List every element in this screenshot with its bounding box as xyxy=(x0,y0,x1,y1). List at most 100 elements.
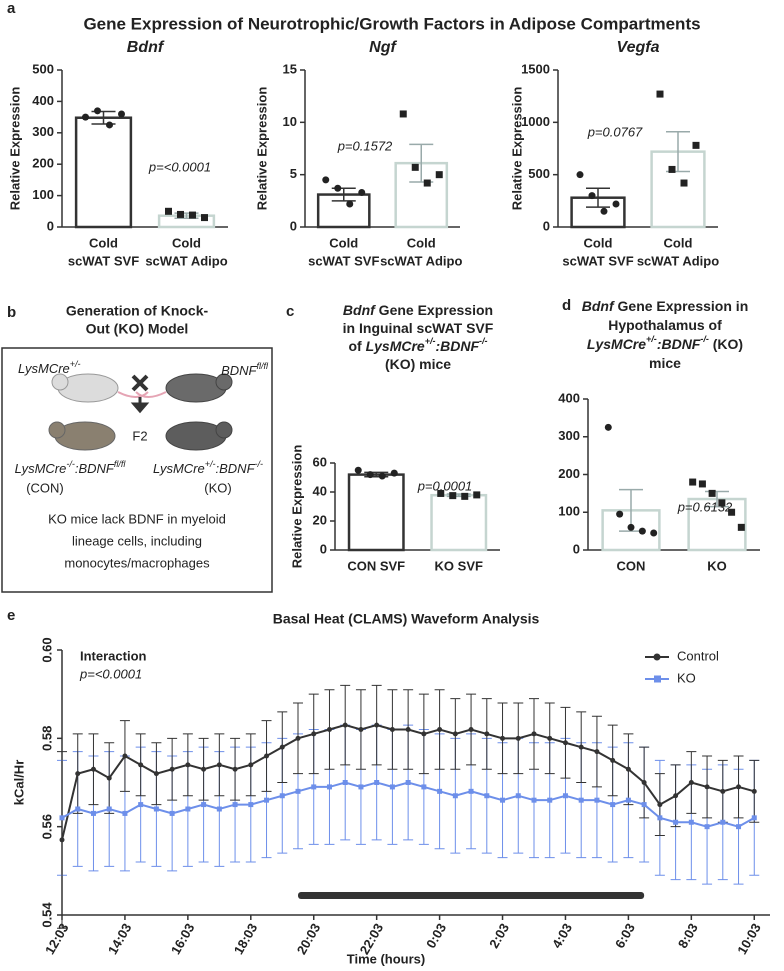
data-point xyxy=(452,793,458,799)
data-point xyxy=(473,491,481,499)
y-tick-label: 10 xyxy=(283,114,297,129)
y-tick-label: 0 xyxy=(543,218,550,233)
data-point xyxy=(201,214,208,222)
diagram-note: monocytes/macrophages xyxy=(64,555,210,570)
diagram-title: Out (KO) Model xyxy=(86,321,189,337)
data-point xyxy=(610,757,616,763)
data-point xyxy=(201,766,207,772)
x-tick-label: 4:03 xyxy=(549,921,575,951)
rich-text: LysMCre-/-:BDNFfl/fl xyxy=(15,459,127,476)
text-segment: :BDNF xyxy=(75,461,115,476)
y-tick-label: 1500 xyxy=(521,61,550,76)
y-tick-label: 200 xyxy=(32,156,54,171)
x-tick-label: Cold xyxy=(407,235,436,250)
data-point xyxy=(59,815,65,821)
x-tick-label: 6:03 xyxy=(612,921,638,951)
text-segment: LysMCre xyxy=(366,338,425,354)
data-point xyxy=(185,762,191,768)
data-point xyxy=(594,749,600,755)
text-segment: +/- xyxy=(646,334,657,344)
data-point xyxy=(531,797,537,803)
y-tick-label: 15 xyxy=(283,61,297,76)
data-point xyxy=(248,802,254,808)
data-point xyxy=(562,793,568,799)
diagram-note: KO mice lack BDNF in myeloid xyxy=(48,511,226,526)
rich-text: BDNFfl/fl xyxy=(221,361,269,378)
data-point xyxy=(736,824,742,830)
mouse-icon xyxy=(51,373,149,403)
x-tick-label: 2:03 xyxy=(486,921,512,951)
data-point xyxy=(435,171,443,179)
y-tick-label: 500 xyxy=(528,166,550,181)
data-point xyxy=(588,192,596,200)
data-point xyxy=(708,489,716,497)
data-point xyxy=(625,797,631,803)
mouse-icon xyxy=(48,421,116,451)
chart-title: Bdnf xyxy=(127,39,165,56)
data-point xyxy=(399,110,407,118)
data-point xyxy=(138,802,144,808)
data-point xyxy=(264,797,270,803)
y-tick-label: 300 xyxy=(558,428,580,443)
data-point xyxy=(295,788,301,794)
data-point xyxy=(698,480,706,488)
y-tick-label: 60 xyxy=(313,454,327,469)
text-segment: mice xyxy=(649,355,681,371)
text-segment: Gene Expression in xyxy=(614,298,749,314)
data-point xyxy=(279,744,285,750)
data-point xyxy=(153,806,159,812)
bar xyxy=(347,473,405,552)
data-point xyxy=(718,499,726,507)
data-point xyxy=(625,766,631,772)
data-point xyxy=(389,727,395,732)
x-tick-label: scWAT SVF xyxy=(308,253,379,268)
annotation: p=0.1572 xyxy=(337,138,393,153)
data-point xyxy=(604,423,612,431)
data-point xyxy=(736,784,742,790)
data-point xyxy=(515,735,521,741)
data-point xyxy=(90,766,96,772)
bar xyxy=(430,493,488,552)
text-segment: Bdnf xyxy=(343,302,376,318)
data-point xyxy=(688,819,694,825)
data-point xyxy=(594,797,600,803)
text-segment: :BDNF xyxy=(657,336,701,352)
data-point xyxy=(389,784,395,790)
y-axis-label: Relative Expression xyxy=(289,445,304,569)
x-axis-label: Time (hours) xyxy=(347,951,426,966)
chart-title: Ngf xyxy=(369,39,397,56)
data-point xyxy=(106,806,112,812)
data-point xyxy=(547,797,553,803)
rich-text: in Inguinal scWAT SVF xyxy=(343,320,494,336)
data-point xyxy=(311,731,317,737)
y-tick-label: 0.60 xyxy=(39,637,54,662)
panel-label: d xyxy=(562,297,571,314)
data-point xyxy=(232,766,238,772)
data-point xyxy=(720,788,726,794)
error-bar xyxy=(586,187,610,208)
text-segment: +/- xyxy=(205,459,216,469)
data-point xyxy=(612,200,620,208)
data-point xyxy=(680,179,688,187)
text-segment: fl/fl xyxy=(114,459,127,469)
text-segment: -/- xyxy=(700,334,709,344)
data-point xyxy=(122,753,128,759)
diagram-box xyxy=(1,347,273,593)
data-point xyxy=(616,510,624,518)
text-segment: +/- xyxy=(425,336,436,346)
arrow-icon xyxy=(130,397,150,414)
chart-title: Vegfa xyxy=(617,39,660,56)
data-point xyxy=(405,727,411,732)
data-point xyxy=(531,731,537,737)
panel-label: c xyxy=(286,303,294,320)
data-point xyxy=(366,471,374,479)
data-point xyxy=(751,788,757,794)
data-point xyxy=(322,176,330,184)
y-tick-label: 400 xyxy=(32,93,54,108)
data-point xyxy=(378,472,386,480)
legend-label: KO xyxy=(677,670,696,685)
data-point xyxy=(342,722,348,728)
panel-label: b xyxy=(7,304,16,321)
y-tick-label: 400 xyxy=(558,390,580,405)
